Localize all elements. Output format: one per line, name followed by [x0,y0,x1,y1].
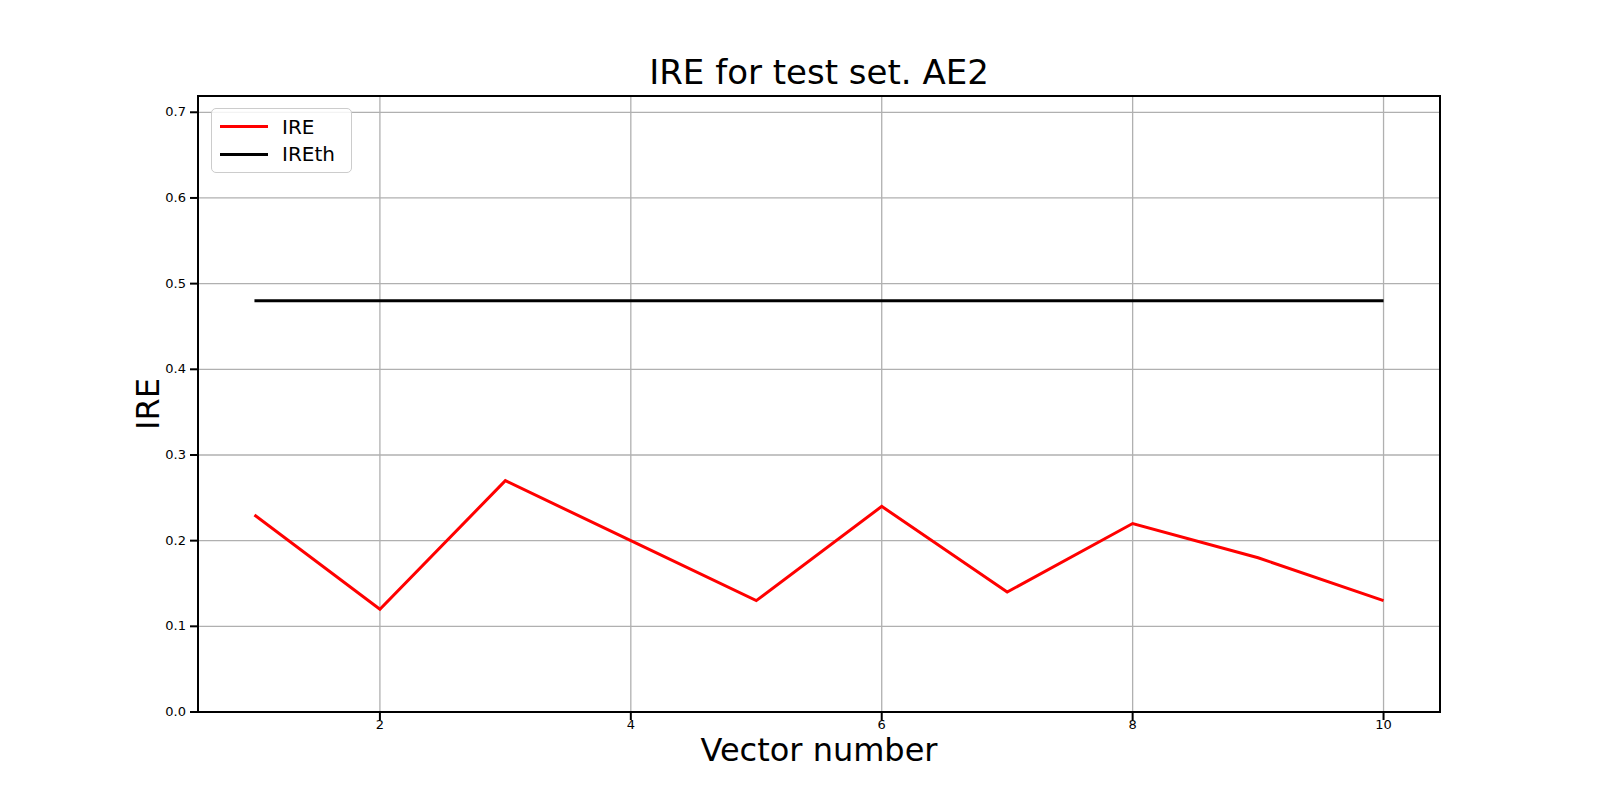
y-tick-label: 0.4 [128,361,186,377]
ire-line-swatch [220,125,268,128]
legend-item-ire: IRE [212,113,351,141]
y-tick-label: 0.5 [128,276,186,292]
axes-box [198,96,1440,712]
x-tick-label: 10 [1354,717,1414,733]
y-axis-label: IRE [130,378,166,430]
x-tick-label: 2 [350,717,410,733]
figure: IRE for test set. AE2 Vector number IRE … [0,0,1600,800]
ireth-line-swatch [220,153,268,156]
x-axis-label: Vector number [198,731,1440,769]
legend-item-ireth: IREth [212,141,351,169]
legend-label-ire: IRE [282,115,314,139]
y-tick-label: 0.1 [128,618,186,634]
legend: IRE IREth [211,108,352,173]
y-tick-label: 0.3 [128,447,186,463]
legend-label-ireth: IREth [282,142,335,166]
x-tick-label: 8 [1103,717,1163,733]
chart-title: IRE for test set. AE2 [198,52,1440,92]
y-tick-label: 0.6 [128,190,186,206]
y-tick-label: 0.7 [128,104,186,120]
series-line-ire [254,481,1383,610]
x-tick-label: 6 [852,717,912,733]
x-tick-label: 4 [601,717,661,733]
y-tick-label: 0.0 [128,704,186,720]
y-tick-label: 0.2 [128,533,186,549]
